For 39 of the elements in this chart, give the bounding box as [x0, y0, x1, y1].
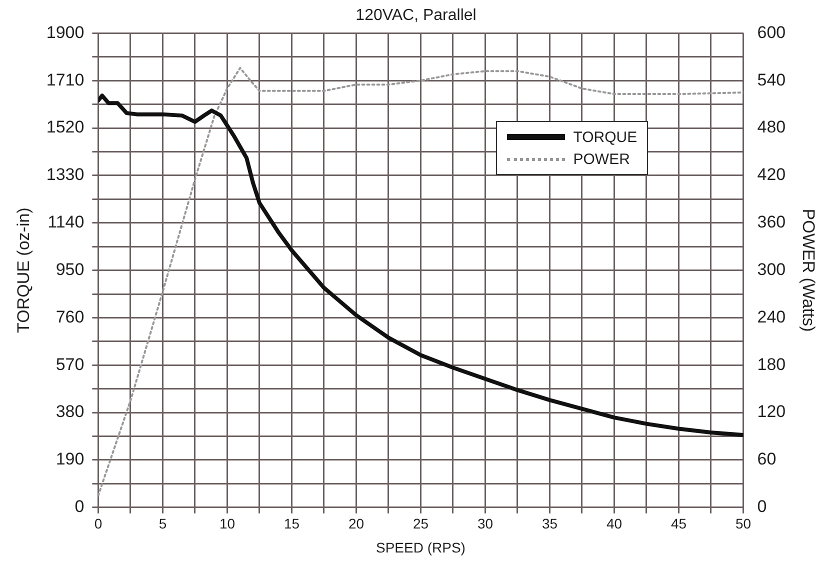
y-tick-label: 760 [56, 307, 84, 326]
y2-tick-label: 600 [757, 22, 786, 42]
x-tick-label: 25 [412, 516, 429, 532]
y2-tick-label: 0 [757, 497, 767, 516]
y2-tick-label: 360 [757, 212, 786, 232]
y2-tick-label: 480 [757, 118, 786, 137]
y-tick-label: 1140 [48, 212, 84, 232]
x-tick-label: 0 [94, 516, 102, 532]
x-tick-label: 50 [735, 516, 752, 532]
y2-tick-label: 540 [757, 70, 786, 90]
y-tick-label: 1520 [46, 118, 84, 137]
x-tick-label: 30 [477, 516, 494, 532]
y-tick-label: 380 [56, 402, 84, 422]
y-tick-label: 1900 [46, 22, 84, 42]
y-tick-label: 570 [56, 354, 84, 374]
x-tick-label: 15 [284, 516, 300, 532]
legend-label: POWER [572, 150, 631, 170]
y2-tick-label: 420 [757, 165, 786, 184]
y-tick-label: 1710 [46, 70, 84, 90]
y2-tick-label: 60 [757, 450, 776, 469]
legend-label: TORQUE [572, 128, 638, 148]
y2-tick-label: 180 [757, 354, 786, 374]
y-tick-label: 0 [74, 497, 84, 516]
chart-title: 120VAC, Parallel [356, 7, 476, 24]
x-tick-label: 5 [158, 516, 167, 532]
y2-tick-label: 120 [757, 402, 786, 422]
y-tick-label: 950 [56, 260, 84, 279]
x-tick-label: 10 [219, 516, 236, 532]
x-tick-label: 45 [670, 516, 687, 532]
x-tick-label: 40 [606, 516, 622, 532]
x-tick-label: 20 [348, 516, 364, 532]
y2-axis-title: POWER (Watts) [799, 208, 818, 332]
y2-tick-label: 300 [757, 260, 786, 279]
y-tick-label: 190 [56, 450, 84, 469]
x-axis-title: SPEED (RPS) [376, 539, 466, 556]
y2-tick-label: 240 [757, 307, 786, 326]
x-tick-label: 35 [542, 516, 558, 532]
y-axis-title: TORQUE (oz-in) [14, 208, 33, 333]
y-tick-label: 1330 [46, 165, 84, 184]
